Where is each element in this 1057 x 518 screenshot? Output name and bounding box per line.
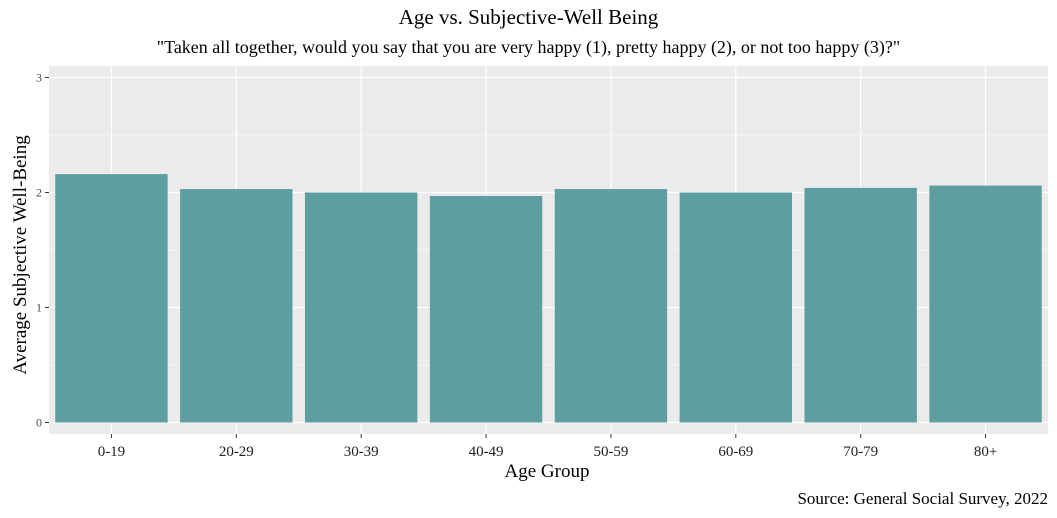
bar-40-49 xyxy=(429,195,543,423)
x-tick-label: 80+ xyxy=(974,444,997,460)
x-tick-label: 70-79 xyxy=(843,444,878,460)
bar-50-59 xyxy=(554,189,668,423)
x-tick-label: 60-69 xyxy=(718,444,753,460)
y-tick-label: 1 xyxy=(36,301,42,315)
bar-80+ xyxy=(929,185,1042,423)
x-tick-label: 20-29 xyxy=(219,444,254,460)
y-tick-label: 3 xyxy=(36,71,42,85)
y-tick-label: 0 xyxy=(36,416,42,430)
bar-60-69 xyxy=(679,192,793,423)
bar-20-29 xyxy=(180,189,293,423)
x-tick-label: 0-19 xyxy=(98,444,126,460)
chart-caption: Source: General Social Survey, 2022 xyxy=(797,489,1048,508)
x-tick-label: 50-59 xyxy=(593,444,628,460)
bar-70-79 xyxy=(804,187,917,423)
chart-subtitle: "Taken all together, would you say that … xyxy=(156,37,901,57)
y-tick-label: 2 xyxy=(36,186,42,200)
x-tick-label: 30-39 xyxy=(344,444,379,460)
chart-title: Age vs. Subjective-Well Being xyxy=(398,5,659,29)
x-tick-label: 40-49 xyxy=(469,444,504,460)
bar-30-39 xyxy=(304,192,418,423)
bar-0-19 xyxy=(55,174,168,423)
x-axis-label: Age Group xyxy=(504,461,590,482)
